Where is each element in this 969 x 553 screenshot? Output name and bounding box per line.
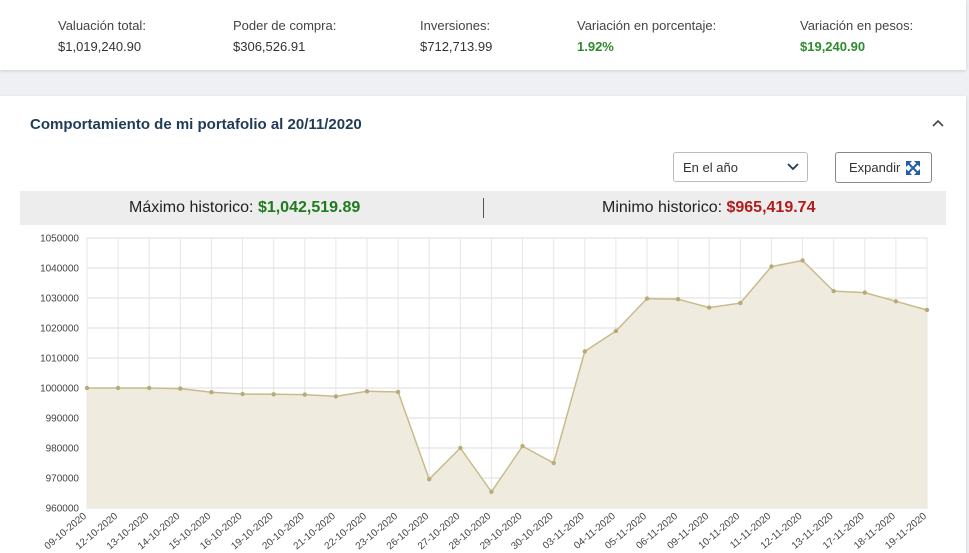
stat-value: $1,019,240.90 (58, 39, 142, 54)
stat-label: Inversiones: (420, 18, 491, 33)
stat-label: Poder de compra: (233, 18, 337, 33)
data-point (147, 385, 152, 391)
data-point (333, 394, 339, 399)
data-point (893, 299, 899, 304)
y-tick-label: 1010000 (40, 354, 79, 365)
historic-min: Minimo historico: $965,419.74 (602, 199, 815, 217)
series-line (87, 259, 928, 494)
range-select-value: En el año (683, 160, 738, 175)
chevron-down-icon (787, 159, 799, 176)
stat-peso-change: Variación en pesos: $19,240.90 (800, 18, 913, 54)
data-point (209, 390, 214, 395)
historic-max-value: $1,042,519.89 (257, 199, 361, 216)
historic-divider (483, 198, 484, 218)
data-point (707, 305, 712, 310)
expand-arrows-icon (906, 161, 920, 178)
data-point (613, 328, 619, 334)
data-point (582, 349, 587, 354)
data-point (458, 445, 463, 451)
portfolio-area-chart: 960000 970000 980000 990000 1000000 1010000 10… (40, 234, 930, 553)
stat-percent-change: Variación en porcentaje: 1.92% (577, 18, 716, 54)
data-point (364, 389, 370, 394)
stat-purchasing-power: Poder de compra: $306,526.91 (233, 18, 336, 54)
y-tick-label: 1050000 (40, 234, 79, 245)
data-point (395, 389, 401, 395)
data-point (924, 307, 930, 313)
historic-min-value: $965,419.74 (726, 199, 816, 216)
historic-min-label: Minimo historico: (602, 199, 723, 216)
data-point (800, 258, 805, 263)
data-point (178, 386, 183, 391)
y-tick-label: 990000 (46, 414, 80, 425)
expand-button[interactable]: Expandir (835, 152, 932, 183)
data-point (769, 264, 774, 269)
y-tick-label: 980000 (46, 444, 80, 455)
stat-value: $19,240.90 (800, 39, 866, 54)
data-point (115, 385, 121, 391)
y-tick-label: 970000 (46, 474, 80, 485)
portfolio-chart-panel: Comportamiento de mi portafolio al 20/11… (0, 96, 966, 553)
data-point (675, 297, 681, 302)
portfolio-summary: Valuación total: $1,019,240.90 Poder de … (0, 0, 966, 70)
data-point (271, 392, 276, 397)
data-point (520, 444, 525, 449)
y-tick-label: 1020000 (40, 324, 79, 335)
historic-max: Máximo historico: $1,042,519.89 (129, 199, 360, 217)
expand-button-label: Expandir (849, 160, 901, 175)
stat-investments: Inversiones: $712,713.99 (420, 18, 492, 54)
panel-title: Comportamiento de mi portafolio al 20/11… (30, 116, 362, 133)
range-select[interactable]: En el año (673, 152, 808, 182)
data-point (831, 288, 836, 294)
data-point (862, 290, 867, 295)
collapse-chevron-up-icon[interactable] (932, 114, 944, 130)
data-point (302, 392, 307, 397)
stat-value: $712,713.99 (420, 39, 493, 54)
data-point (738, 300, 743, 306)
stat-total-valuation: Valuación total: $1,019,240.90 (58, 18, 146, 54)
stat-value: $306,526.91 (233, 39, 306, 54)
historic-bar: Máximo historico: $1,042,519.89 Minimo h… (20, 191, 946, 225)
historic-max-label: Máximo historico: (129, 199, 254, 216)
data-point (644, 296, 650, 301)
data-point (489, 489, 494, 494)
y-tick-label: 1000000 (40, 384, 79, 395)
stat-label: Variación en porcentaje: (577, 18, 717, 33)
data-point (240, 391, 245, 397)
y-tick-label: 960000 (46, 504, 80, 515)
stat-value: 1.92% (577, 39, 614, 54)
data-point (551, 460, 556, 466)
stat-label: Valuación total: (58, 18, 146, 33)
y-tick-label: 1030000 (40, 294, 79, 305)
stat-label: Variación en pesos: (800, 18, 914, 33)
y-tick-label: 1040000 (40, 264, 79, 275)
data-point (427, 477, 432, 482)
area-fill (87, 260, 927, 508)
data-point (84, 385, 90, 391)
